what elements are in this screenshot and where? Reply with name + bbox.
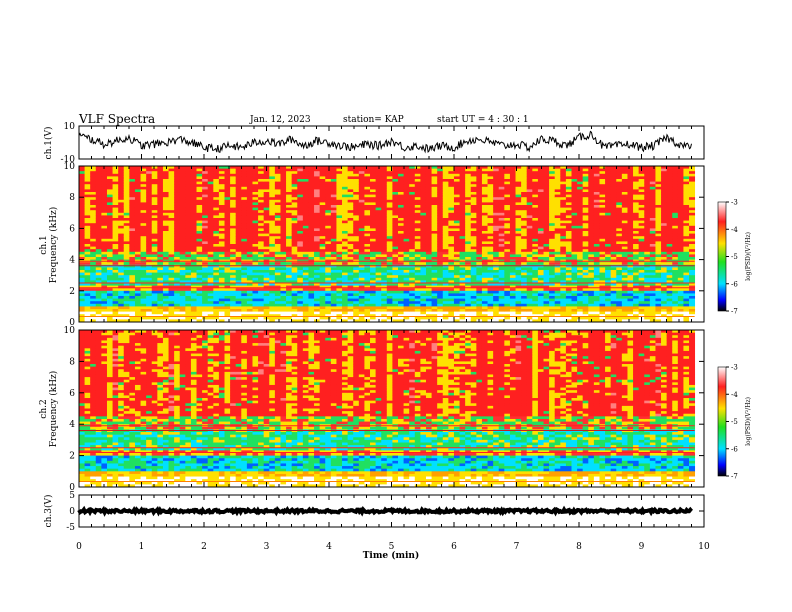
panel-waveform-bottom: 5 0 -5 <box>66 491 705 533</box>
y-tick-label: 6 <box>69 389 75 399</box>
y-tick-label: 0 <box>69 483 75 493</box>
panel-spectrogram-ch1: 0 2 4 6 8 10 <box>64 162 705 328</box>
colorbar-tick-label: -6 <box>731 445 738 453</box>
y-label-waveform-bottom: ch.3(V) <box>43 495 54 528</box>
colorbar-tick-label: -6 <box>731 280 738 288</box>
x-tick-label: 5 <box>389 542 395 552</box>
panel-waveform-top: 10 -10 <box>61 122 705 165</box>
waveform-ch1-line <box>78 130 692 154</box>
colorbar-tick-label: -7 <box>731 308 738 316</box>
y-tick-label: 5 <box>69 491 75 501</box>
x-tick-label: 4 <box>326 542 332 552</box>
y-tick-label: -5 <box>66 523 75 533</box>
y-tick-label: 0 <box>69 507 75 517</box>
y-tick-label: 10 <box>64 122 76 132</box>
colorbar-tick-label: -4 <box>731 226 738 234</box>
y-tick-label: 10 <box>64 326 76 336</box>
spectrogram-ch2-cells <box>79 330 696 488</box>
x-tick-label: 6 <box>451 542 457 552</box>
y-tick-label: -10 <box>61 155 76 165</box>
x-tick-label: 7 <box>514 542 520 552</box>
chart-title: VLF Spectra <box>79 112 156 126</box>
x-tick-label: 8 <box>576 542 582 552</box>
x-tick-label: 1 <box>139 542 145 552</box>
colorbar-label: log(PSD)(V²/Hz) <box>745 397 752 446</box>
y-tick-label: 4 <box>69 256 75 266</box>
colorbar-gradient <box>717 201 727 312</box>
x-axis-label: Time (min) <box>363 550 420 561</box>
y-tick-label: 4 <box>69 420 75 430</box>
colorbar-tick-label: -3 <box>731 364 738 372</box>
y-tick-label: 2 <box>69 287 75 297</box>
colorbar-tick-label: -5 <box>731 418 738 426</box>
y-tick-label: 6 <box>69 224 75 234</box>
colorbar-tick-label: -3 <box>731 199 738 207</box>
x-tick-label: 10 <box>698 542 710 552</box>
x-tick-label: 2 <box>201 542 207 552</box>
y-label-spectrogram-ch2: ch.2Frequency (kHz) <box>39 371 59 448</box>
panel-spectrogram-ch2: 0 2 4 6 8 10 <box>64 326 705 493</box>
y-tick-label: 2 <box>69 452 75 462</box>
colorbar-tick-label: -4 <box>731 391 738 399</box>
waveform-ch3-line <box>77 505 694 517</box>
y-tick-label: 8 <box>69 357 75 367</box>
x-axis: 0 1 2 3 4 5 6 7 8 9 10 <box>76 542 710 552</box>
colorbar-tick-label: -5 <box>731 253 738 261</box>
y-tick-label: 8 <box>69 193 75 203</box>
colorbar-ch1: -3 -4 -5 -6 -7 log(PSD)(V²/Hz) <box>717 199 752 316</box>
x-tick-label: 0 <box>76 542 82 552</box>
y-label-waveform-top: ch.1(V) <box>43 127 54 160</box>
y-tick-label: 0 <box>69 318 75 328</box>
date-label: Jan. 12, 2023 <box>250 115 311 125</box>
station-label: station= KAP <box>343 115 404 125</box>
colorbar-tick-label: -7 <box>731 473 738 481</box>
spectrogram-ch1-cells <box>79 166 696 323</box>
colorbar-label: log(PSD)(V²/Hz) <box>745 232 752 281</box>
x-tick-label: 9 <box>639 542 645 552</box>
colorbar-ch2: -3 -4 -5 -6 -7 log(PSD)(V²/Hz) <box>717 364 752 481</box>
y-tick-label: 10 <box>64 162 76 172</box>
y-label-spectrogram-ch1: ch.1Frequency (kHz) <box>39 207 59 284</box>
start-time-label: start UT = 4 : 30 : 1 <box>437 115 529 125</box>
x-tick-label: 3 <box>264 542 270 552</box>
colorbar-gradient <box>717 366 727 477</box>
